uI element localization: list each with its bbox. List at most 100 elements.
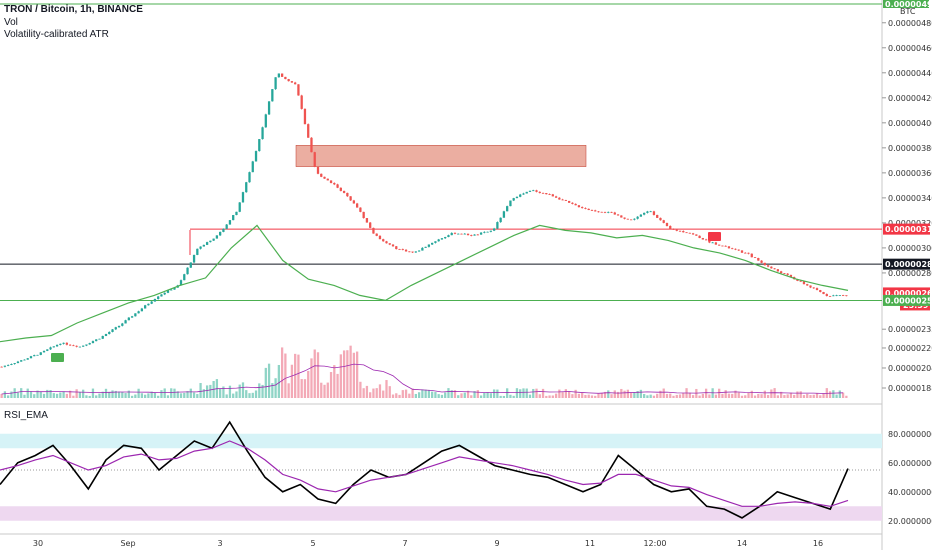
rsi-indicator-label[interactable]: RSI_EMA <box>4 410 48 421</box>
volume-bar <box>408 393 411 398</box>
volume-indicator-label[interactable]: Vol <box>4 17 18 28</box>
rsi-ema-line <box>0 440 849 507</box>
candle-body <box>809 285 812 288</box>
volume-bar <box>796 391 799 398</box>
volume-bar <box>750 390 753 398</box>
candle-body <box>36 354 39 356</box>
volume-bar <box>274 378 277 398</box>
atr-indicator-label[interactable]: Volatility-calibrated ATR <box>4 29 109 40</box>
buy-marker[interactable] <box>51 353 64 362</box>
volume-bar <box>267 363 271 398</box>
sell-marker[interactable] <box>708 232 721 241</box>
volume-bar <box>359 381 362 398</box>
volume-bar <box>747 392 750 398</box>
volume-bar <box>434 392 437 398</box>
volume-bar <box>401 390 404 398</box>
candle-body <box>486 231 489 233</box>
volume-bar <box>594 395 597 398</box>
candle-body <box>460 233 463 235</box>
candle-body <box>248 172 251 183</box>
volume-bar <box>39 392 42 398</box>
volume-bar <box>506 388 509 398</box>
candle-body <box>724 245 727 247</box>
volume-bar <box>62 391 65 398</box>
candle-body <box>815 288 819 291</box>
candle-body <box>91 341 95 344</box>
candle-body <box>143 305 147 309</box>
candle-body <box>95 339 98 342</box>
volume-bar <box>202 389 205 398</box>
support-price-tag: 0.00000258 <box>883 294 932 306</box>
volume-bar <box>633 392 636 398</box>
volume-bar <box>280 347 284 398</box>
candle-body <box>424 246 427 248</box>
candle-body <box>49 347 52 350</box>
volume-bar <box>704 388 708 398</box>
candle-body <box>571 202 574 204</box>
volume-bar <box>98 393 101 398</box>
volume-bar <box>385 380 388 398</box>
candle-body <box>362 211 365 219</box>
candle-body <box>701 238 705 240</box>
candle-body <box>10 364 13 365</box>
candle-body <box>310 137 313 153</box>
candle-body <box>183 274 186 281</box>
resistance-zone[interactable] <box>295 145 587 167</box>
candle-body <box>636 216 639 219</box>
candle-body <box>280 73 284 77</box>
candle-body <box>307 124 310 138</box>
volume-bar <box>440 394 444 398</box>
candle-body <box>238 202 241 212</box>
symbol-title[interactable]: TRON / Bitcoin, 1h, BINANCE <box>4 4 143 15</box>
volume-bar <box>245 390 248 398</box>
volume-bar <box>186 391 189 398</box>
volume-bar <box>13 388 16 398</box>
top-line-value: 0.00000495 <box>885 0 932 9</box>
volume-bar <box>29 391 33 398</box>
volume-bar <box>793 394 796 398</box>
candle-body <box>506 206 509 212</box>
volume-bar <box>577 393 581 398</box>
candle-body <box>271 89 274 102</box>
candle-body <box>796 279 799 281</box>
candle-body <box>685 232 688 234</box>
candle-body <box>264 114 267 128</box>
atr-line <box>0 224 849 343</box>
candle-body <box>613 212 616 215</box>
volume-bar <box>143 394 147 398</box>
volume-bar <box>411 388 414 398</box>
candle-body <box>554 196 558 198</box>
candle-body <box>104 334 108 336</box>
time-tick-label: 12:00 <box>643 539 666 548</box>
candle-body <box>594 210 597 212</box>
volume-bar <box>417 392 421 398</box>
volume-bar <box>460 393 463 398</box>
volume-bar <box>382 390 385 398</box>
volume-bar <box>326 382 329 398</box>
candle-body <box>205 242 209 245</box>
volume-bar <box>157 395 160 398</box>
candle-body <box>838 295 841 297</box>
candle-body <box>757 257 760 261</box>
volume-bar <box>532 388 535 398</box>
volume-bar <box>486 392 489 398</box>
candle-body <box>489 230 493 232</box>
volume-ma-line <box>1 363 844 395</box>
volume-bar <box>766 394 770 398</box>
volume-bar <box>701 393 705 398</box>
candle-body <box>395 246 398 250</box>
candle-body <box>101 335 104 339</box>
price-tick-label: 0.00000340 <box>888 194 932 203</box>
volume-bar <box>597 393 600 398</box>
candle-body <box>333 182 336 185</box>
candle-body <box>20 360 23 362</box>
candle-body <box>287 79 290 82</box>
volume-bar <box>466 390 470 398</box>
candle-body <box>779 271 783 274</box>
resistance-price-value: 0.00000315 <box>885 225 932 234</box>
volume-bar <box>0 394 3 398</box>
candle-body <box>42 350 46 353</box>
price-tick-label: 0.00000400 <box>888 119 932 128</box>
volume-bar <box>42 393 46 398</box>
